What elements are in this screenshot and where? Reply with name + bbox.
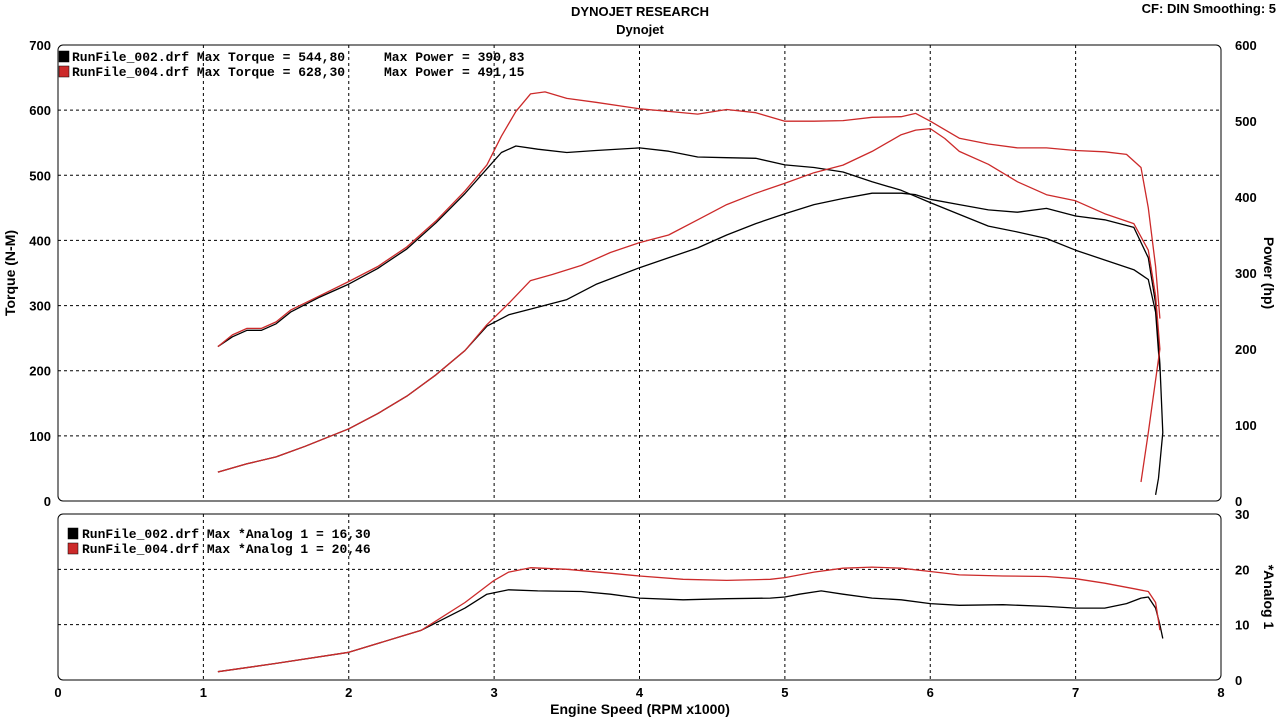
analog-legend: RunFile_002.drf Max *Analog 1 = 16,30Run… — [67, 527, 371, 557]
power-axis-label: Power (hp) — [1261, 237, 1277, 309]
main-legend: RunFile_002.drf Max Torque = 544,80 Max P… — [58, 50, 525, 80]
power-tick-label: 300 — [1235, 266, 1257, 281]
x-tick-label: 8 — [1217, 685, 1224, 700]
series-line — [217, 589, 1164, 673]
series-line — [217, 91, 1161, 348]
analog-tick-label: 30 — [1235, 507, 1249, 522]
analog-series — [217, 566, 1164, 673]
series-line — [217, 566, 1161, 673]
series-line — [217, 192, 1164, 496]
chart-subtitle: Dynojet — [616, 22, 664, 37]
x-tick-label: 2 — [345, 685, 352, 700]
legend-entry: RunFile_004.drf Max Torque = 628,30 — [72, 65, 345, 80]
analog-tick-label: 10 — [1235, 618, 1249, 633]
legend-entry: RunFile_002.drf Max Torque = 544,80 — [72, 50, 345, 65]
torque-power-panel: 0 100 200 300 400 500 600 700 0 100 200 300 400 500 60… — [2, 38, 1277, 509]
legend-max-power: Max Power = 491,15 — [384, 65, 525, 80]
torque-tick-label: 100 — [29, 429, 51, 444]
legend-max-power: Max Power = 390,83 — [384, 50, 525, 65]
x-tick-label: 1 — [200, 685, 207, 700]
power-tick-label: 500 — [1235, 114, 1257, 129]
x-tick-label: 4 — [636, 685, 644, 700]
torque-tick-label: 0 — [44, 494, 51, 509]
series-line — [217, 127, 1161, 483]
cf-smoothing-label: CF: DIN Smoothing: 5 — [1142, 1, 1276, 16]
x-axis-label: Engine Speed (RPM x1000) — [550, 701, 730, 717]
analog-plot-frame — [57, 513, 1222, 681]
power-tick-label: 600 — [1235, 38, 1257, 53]
x-tick-label: 3 — [491, 685, 498, 700]
torque-tick-label: 200 — [29, 364, 51, 379]
torque-tick-label: 600 — [29, 103, 51, 118]
power-tick-label: 0 — [1235, 494, 1242, 509]
analog-ticks: 0 10 20 30 — [1235, 507, 1249, 688]
torque-tick-label: 400 — [29, 233, 51, 248]
torque-tick-label: 500 — [29, 168, 51, 183]
main-ticks: 0 100 200 300 400 500 600 700 0 100 200 300 400 500 60… — [29, 38, 1256, 509]
analog-axis-label: *Analog 1 — [1261, 565, 1277, 630]
legend-swatch — [67, 542, 79, 555]
analog-tick-label: 0 — [1235, 673, 1242, 688]
main-plot-frame — [57, 44, 1222, 502]
power-tick-label: 400 — [1235, 190, 1257, 205]
main-grid — [58, 45, 1221, 501]
analog-tick-label: 20 — [1235, 562, 1249, 577]
legend-swatch — [58, 50, 70, 63]
series-line — [217, 145, 1161, 371]
main-series — [217, 91, 1164, 496]
legend-swatch — [67, 527, 79, 540]
chart-title: DYNOJET RESEARCH — [571, 4, 709, 19]
torque-axis-label: Torque (N-M) — [2, 230, 18, 316]
x-tick-label: 5 — [781, 685, 788, 700]
legend-entry: RunFile_004.drf Max *Analog 1 = 20,46 — [82, 542, 371, 557]
power-tick-label: 100 — [1235, 418, 1257, 433]
torque-tick-label: 300 — [29, 299, 51, 314]
legend-swatch — [58, 65, 70, 78]
x-ticks: 0 1 2 3 4 5 6 7 8 — [54, 685, 1224, 700]
power-tick-label: 200 — [1235, 342, 1257, 357]
legend-entry: RunFile_002.drf Max *Analog 1 = 16,30 — [82, 527, 371, 542]
x-tick-label: 6 — [927, 685, 934, 700]
torque-tick-label: 700 — [29, 38, 51, 53]
x-tick-label: 0 — [54, 685, 61, 700]
analog-panel: 0 10 20 30 RunFile_002.drf Max *Analog 1 = … — [57, 507, 1277, 688]
x-tick-label: 7 — [1072, 685, 1079, 700]
